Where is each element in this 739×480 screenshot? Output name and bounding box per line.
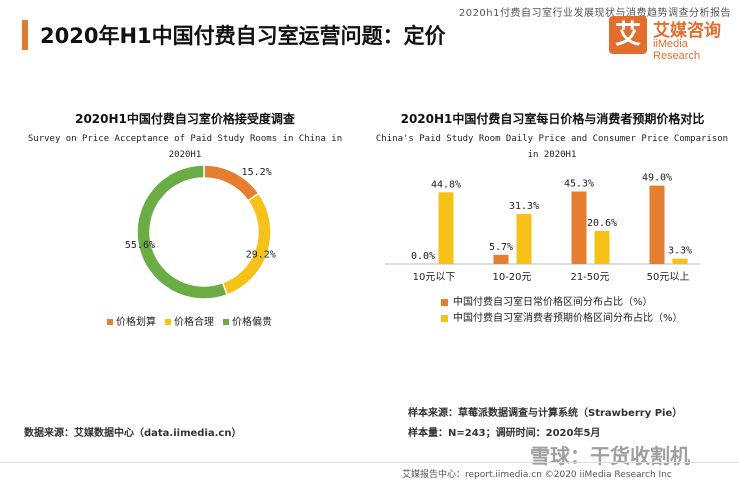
logo-chinese-name: 艾媒咨询: [653, 21, 721, 41]
bar-value-label: 31.3%: [509, 201, 539, 212]
footer-text: 艾媒报告中心：report.iimedia.cn ©2020 iiMedia R…: [402, 470, 672, 480]
right-sample-source: 样本来源：草莓派数据调查与计算系统（Strawberry Pie）: [408, 408, 683, 419]
bar-value-label: 44.8%: [431, 179, 461, 190]
footer-divider: [0, 462, 739, 463]
xueqiu-watermark: 雪球：干货收割机: [530, 444, 690, 468]
right-chart-subtitle-line2: in 2020H1: [527, 150, 577, 160]
bar-value-label: 3.3%: [668, 246, 692, 257]
bar-category-label: 10元以下: [413, 272, 456, 283]
bar-legend-series-1: 中国付费自习室日常价格区间分布占比（%）: [441, 293, 653, 308]
right-chart-subtitle: China's Paid Study Room Daily Price and …: [372, 131, 732, 163]
donut-legend-swatch: [107, 319, 113, 325]
legend-swatch: [441, 298, 448, 306]
right-chart-subtitle-line1: China's Paid Study Room Daily Price and …: [375, 134, 729, 144]
logo-mark-icon: 艾: [609, 16, 647, 54]
donut-legend-swatch: [223, 319, 229, 325]
bar-series-1: [571, 191, 587, 264]
donut-value-label: 55.6%: [125, 240, 155, 251]
iimedia-logo: 艾 艾媒咨询 iiMedia Research: [609, 14, 734, 62]
bar-value-label: 5.7%: [489, 242, 513, 253]
bar-series-2: [594, 231, 610, 264]
left-chart-subtitle-line2: 2020H1: [168, 150, 202, 160]
bar-value-label: 45.3%: [564, 179, 594, 190]
legend-label: 中国付费自习室日常价格区间分布占比（%）: [453, 297, 653, 308]
donut-legend-label: 价格划算: [116, 315, 156, 328]
donut-legend-label: 价格偏贵: [232, 315, 272, 328]
donut-legend-label: 价格合理: [174, 315, 214, 328]
report-name: 2020h1付费自习室行业发展现状与消费趋势调查分析报告: [458, 8, 731, 19]
title-accent-bar: [22, 20, 28, 50]
bar-series-1: [493, 254, 509, 264]
bar-category-label: 10-20元: [492, 272, 531, 283]
bar-legend-series-2: 中国付费自习室消费者预期价格区间分布占比（%）: [441, 309, 683, 324]
legend-swatch: [441, 314, 448, 322]
left-chart-title: 2020H1中国付费自习室价格接受度调查: [75, 112, 295, 126]
bar-series-2: [438, 192, 454, 264]
bar-category-label: 21-50元: [570, 272, 609, 283]
left-chart-subtitle-line1: Survey on Price Acceptance of Paid Study…: [27, 134, 343, 144]
donut-value-label: 15.2%: [242, 167, 272, 178]
bar-category-label: 50元以上: [647, 271, 690, 283]
donut-slice-3: [136, 164, 229, 300]
left-chart-subtitle: Survey on Price Acceptance of Paid Study…: [10, 131, 360, 163]
left-data-source: 数据来源：艾媒数据中心（data.iimedia.cn）: [24, 428, 242, 439]
bar-value-label: 49.0%: [642, 173, 672, 184]
bar-series-1: [649, 185, 665, 264]
logo-english-name: iiMedia Research: [653, 38, 701, 62]
right-sample-size: 样本量：N=243；调研时间：2020年5月: [408, 428, 601, 439]
bar-series-2: [516, 213, 532, 264]
right-chart-title: 2020H1中国付费自习室每日价格与消费者预期价格对比: [400, 112, 705, 126]
donut-legend-swatch: [165, 319, 171, 325]
bar-series-2: [672, 258, 688, 264]
donut-value-label: 29.2%: [246, 250, 276, 261]
legend-label: 中国付费自习室消费者预期价格区间分布占比（%）: [453, 313, 683, 324]
bar-value-label: 0.0%: [411, 251, 435, 262]
page-title: 2020年H1中国付费自习室运营问题：定价: [40, 24, 446, 48]
bar-value-label: 20.6%: [587, 218, 617, 229]
